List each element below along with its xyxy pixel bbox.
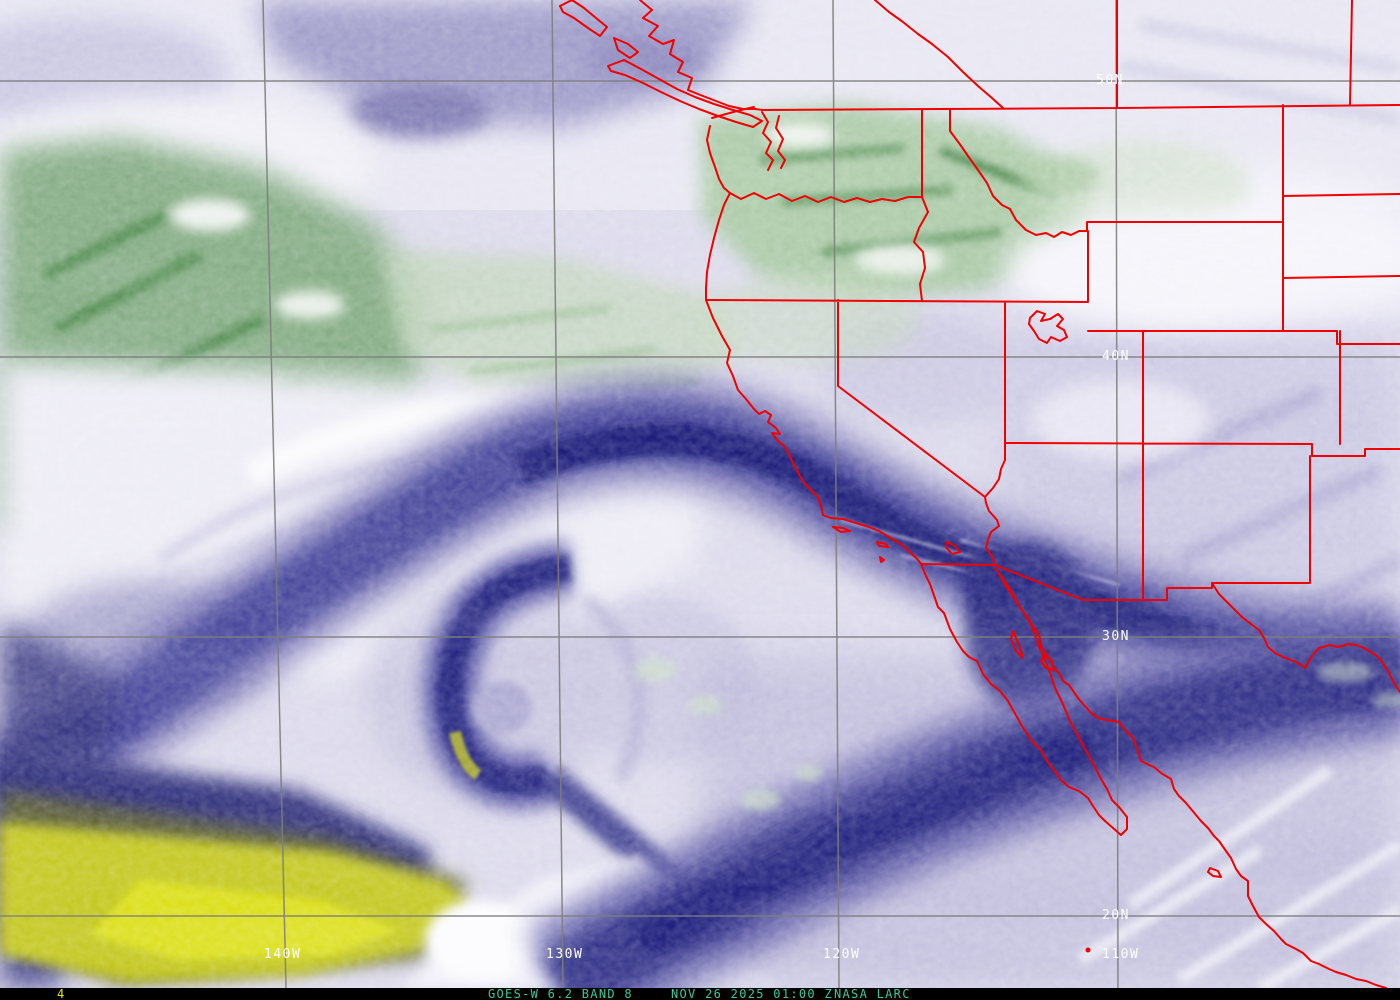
lat-label-30n: 30N bbox=[1102, 629, 1130, 644]
island-dot bbox=[1085, 947, 1091, 953]
us-state-borders bbox=[705, 104, 1400, 601]
satellite-band-label: GOES-W 6.2 BAND 8 bbox=[488, 987, 633, 1000]
lon-label-110w: 110W bbox=[1102, 947, 1140, 962]
lat-label-20n: 20N bbox=[1102, 908, 1130, 923]
status-bar: 4 GOES-W 6.2 BAND 8 NOV 26 2025 01:00 Z … bbox=[0, 988, 1400, 1000]
lat-label-40n: 40N bbox=[1102, 349, 1130, 364]
lat-label-50n: 50N bbox=[1096, 73, 1124, 88]
timestamp-label: NOV 26 2025 01:00 Z bbox=[671, 987, 833, 1000]
lon-label-130w: 130W bbox=[546, 947, 584, 962]
geo-boundaries-overlay bbox=[559, 0, 1400, 988]
credit-label: NASA LARC bbox=[834, 987, 911, 1000]
islands-and-lakes bbox=[559, 0, 1222, 878]
mexico-borders-and-coast bbox=[920, 563, 1400, 988]
pacific-coastline bbox=[639, 0, 922, 565]
canada-borders bbox=[762, 0, 1400, 111]
lon-label-140w: 140W bbox=[264, 947, 302, 962]
frame-number: 4 bbox=[57, 987, 66, 1000]
lon-label-120w: 120W bbox=[823, 947, 861, 962]
